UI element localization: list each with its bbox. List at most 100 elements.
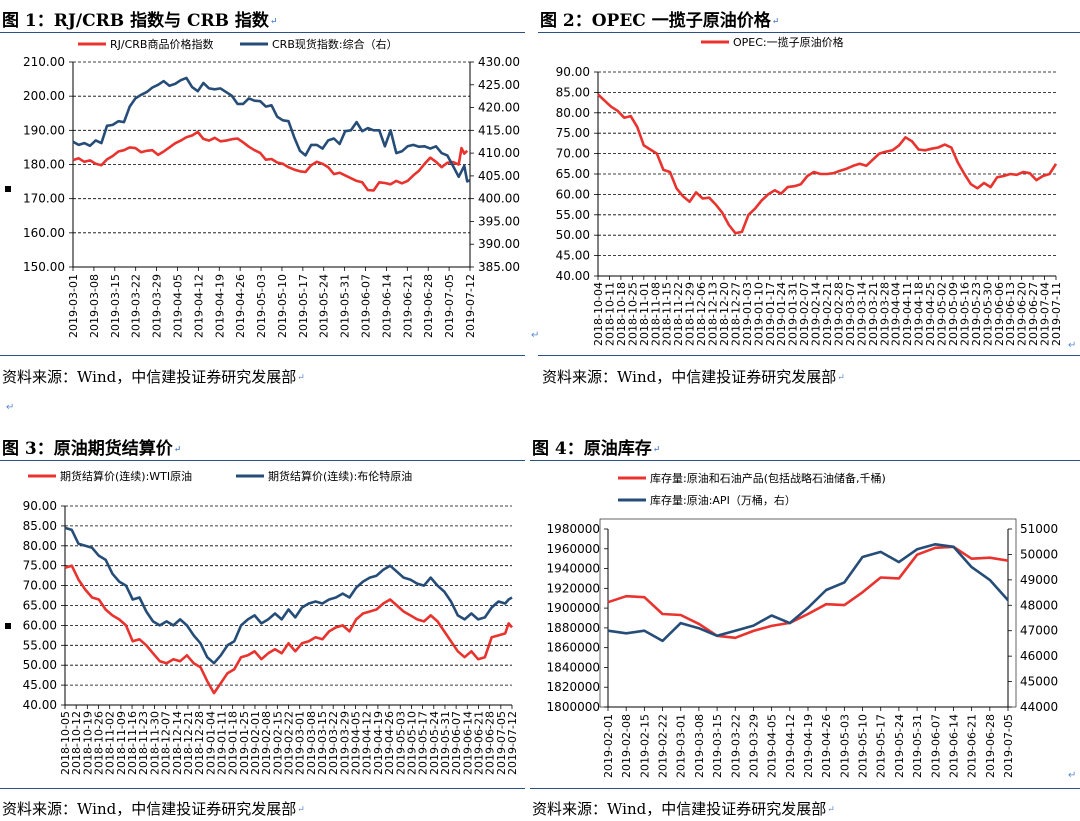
fig3-xtick-label: 2019-04-19 bbox=[372, 711, 385, 775]
fig1-xtick-label: 2019-03-15 bbox=[109, 274, 122, 338]
fig2-xtick-label: 2018-10-04 bbox=[592, 282, 605, 346]
fig4-ytick-label: 1880000 bbox=[547, 621, 600, 635]
fig3-ytick-label: 80.00 bbox=[23, 539, 57, 553]
fig3-legend-label-1: 期货结算价(连续):WTI原油 bbox=[60, 469, 192, 483]
fig2-xtick-label: 2019-03-28 bbox=[878, 282, 891, 346]
fig2-xtick-label: 2019-01-03 bbox=[741, 282, 754, 346]
fig1-xtick-label: 2019-05-10 bbox=[276, 274, 289, 338]
fig2-xtick-label: 2019-05-30 bbox=[981, 282, 994, 346]
fig4-xtick-label: 2019-07-05 bbox=[1002, 714, 1015, 778]
fig4-xtick-label: 2019-02-15 bbox=[638, 714, 651, 778]
fig2-xtick-label: 2019-02-07 bbox=[798, 282, 811, 346]
fig1-ytick-right-label: 385.00 bbox=[478, 260, 520, 274]
fig2-ytick-label: 45.00 bbox=[556, 249, 590, 263]
fig2-xtick-label: 2019-06-27 bbox=[1027, 282, 1040, 346]
fig4-xtick-label: 2019-05-24 bbox=[893, 714, 906, 778]
fig4-xtick-label: 2019-06-14 bbox=[947, 714, 960, 778]
fig2-xtick-label: 2019-04-18 bbox=[913, 282, 926, 346]
fig3-xtick-label: 2019-03-22 bbox=[327, 711, 340, 775]
fig3-xtick-label: 2019-05-10 bbox=[405, 711, 418, 775]
fig2-xtick-label: 2018-12-06 bbox=[695, 282, 708, 346]
fig3-xtick-label: 2018-10-05 bbox=[59, 711, 72, 775]
fig3-xtick-label: 2018-10-26 bbox=[93, 711, 106, 775]
fig4-chart: 1800000 1820000 1840000 1860000 1880000 19000… bbox=[547, 471, 1059, 778]
fig3-xtick-label: 2019-02-22 bbox=[283, 711, 296, 775]
fig3-bullet bbox=[5, 623, 11, 629]
fig4-legend-label-2: 库存量:原油:API（万桶，右） bbox=[650, 493, 796, 507]
fig3-xtick-label: 2019-05-17 bbox=[417, 711, 430, 775]
fig3-ytick-label: 60.00 bbox=[23, 618, 57, 632]
fig3-xtick-label: 2019-01-11 bbox=[215, 711, 228, 775]
fig3-ytick-label: 75.00 bbox=[23, 559, 57, 573]
fig1-ytick-label: 170.00 bbox=[23, 192, 65, 206]
fig4-xtick-label: 2019-05-31 bbox=[911, 714, 924, 778]
fig1-xtick-label: 2019-07-12 bbox=[464, 274, 477, 338]
fig1-xtick-label: 2019-05-17 bbox=[297, 274, 310, 338]
fig3-xtick-label: 2018-11-02 bbox=[104, 711, 117, 775]
fig3-xtick-label: 2018-11-23 bbox=[137, 711, 150, 775]
fig1-ytick-label: 150.00 bbox=[23, 260, 65, 274]
fig2-xtick-label: 2019-05-23 bbox=[970, 282, 983, 346]
fig3-xtick-label: 2019-03-29 bbox=[338, 711, 351, 775]
fig4-xtick-label: 2019-03-08 bbox=[693, 714, 706, 778]
fig3-ytick-label: 70.00 bbox=[23, 579, 57, 593]
fig2-xtick-label: 2018-12-27 bbox=[729, 282, 742, 346]
fig3-xtick-label: 2019-05-03 bbox=[394, 711, 407, 775]
fig2-xtick-label: 2018-11-29 bbox=[684, 282, 697, 346]
fig2-xtick-label: 2019-02-14 bbox=[810, 282, 823, 346]
fig3-series-2-line bbox=[64, 526, 513, 665]
fig4-ytick-label: 1860000 bbox=[547, 641, 600, 655]
fig3-xtick-label: 2019-02-01 bbox=[249, 711, 262, 775]
fig4-ytick-right-label: 44000 bbox=[1020, 700, 1058, 714]
fig3-xtick-label: 2019-04-05 bbox=[350, 711, 363, 775]
fig2-xtick-label: 2018-11-15 bbox=[661, 282, 674, 346]
fig2-xtick-label: 2019-03-07 bbox=[844, 282, 857, 346]
fig2-xtick-label: 2019-05-02 bbox=[936, 282, 949, 346]
fig3-xtick-label: 2018-11-16 bbox=[126, 711, 139, 775]
fig3-xtick-label: 2019-07-05 bbox=[495, 711, 508, 775]
fig1-ytick-right-label: 420.00 bbox=[478, 101, 520, 115]
fig4-ytick-right-label: 50000 bbox=[1020, 547, 1058, 561]
fig2-source: 资料来源：Wind，中信建投证券研究发展部↵ bbox=[542, 368, 845, 386]
fig1-ytick-label: 210.00 bbox=[23, 55, 65, 69]
fig3-series-1-line bbox=[64, 564, 513, 695]
fig2-xtick-label: 2019-07-04 bbox=[1039, 282, 1052, 346]
fig4-para-mark: ↵ bbox=[1068, 770, 1077, 781]
fig1-xtick-label: 2019-03-29 bbox=[151, 274, 164, 338]
fig4-xtick-label: 2019-04-12 bbox=[784, 714, 797, 778]
fig2-series-1-line bbox=[597, 93, 1058, 235]
fig4-ytick-right-label: 49000 bbox=[1020, 573, 1058, 587]
fig2-xtick-label: 2018-12-13 bbox=[707, 282, 720, 346]
fig3-ytick-label: 90.00 bbox=[23, 499, 57, 513]
fig2-xtick-label: 2019-06-13 bbox=[1004, 282, 1017, 346]
fig1-bottom-rule bbox=[0, 355, 525, 356]
fig1-xtick-label: 2019-04-05 bbox=[171, 274, 184, 338]
fig4-ytick-label: 1960000 bbox=[547, 542, 600, 556]
fig1-xtick-label: 2019-04-12 bbox=[192, 274, 205, 338]
fig4-series-1-line bbox=[607, 545, 1009, 640]
fig1-xtick-label: 2019-05-31 bbox=[339, 274, 352, 338]
fig3-title: 图 3：原油期货结算价↵ bbox=[2, 439, 182, 459]
fig1-ytick-right-label: 425.00 bbox=[478, 78, 520, 92]
fig3-xtick-label: 2019-03-08 bbox=[305, 711, 318, 775]
fig4-ytick-label: 1920000 bbox=[547, 581, 600, 595]
fig3-legend-label-2: 期货结算价(连续):布伦特原油 bbox=[268, 469, 412, 483]
fig3-xtick-label: 2019-04-12 bbox=[361, 711, 374, 775]
fig3-xtick-label: 2018-11-30 bbox=[148, 711, 161, 775]
fig3-ytick-label: 55.00 bbox=[23, 638, 57, 652]
fig2-ytick-label: 80.00 bbox=[556, 106, 590, 120]
fig3-ytick-label: 40.00 bbox=[23, 698, 57, 712]
fig3-xtick-label: 2019-01-18 bbox=[227, 711, 240, 775]
fig2-ytick-label: 40.00 bbox=[556, 269, 590, 283]
fig1-xtick-label: 2019-04-26 bbox=[234, 274, 247, 338]
fig4-ytick-label: 1840000 bbox=[547, 660, 600, 674]
fig4-legend-label-1: 库存量:原油和石油产品(包括战略石油储备,千桶) bbox=[650, 471, 886, 485]
fig4-xtick-label: 2019-03-15 bbox=[711, 714, 724, 778]
fig1-top-rule bbox=[0, 32, 525, 33]
fig2-ytick-label: 85.00 bbox=[556, 85, 590, 99]
fig2-title: 图 2：OPEC 一揽子原油价格↵ bbox=[540, 11, 780, 31]
fig3-xtick-label: 2019-06-14 bbox=[461, 711, 474, 775]
fig1-xtick-label: 2019-03-22 bbox=[130, 274, 143, 338]
fig1-ytick-right-label: 395.00 bbox=[478, 214, 520, 228]
fig1-ytick-label: 200.00 bbox=[23, 89, 65, 103]
